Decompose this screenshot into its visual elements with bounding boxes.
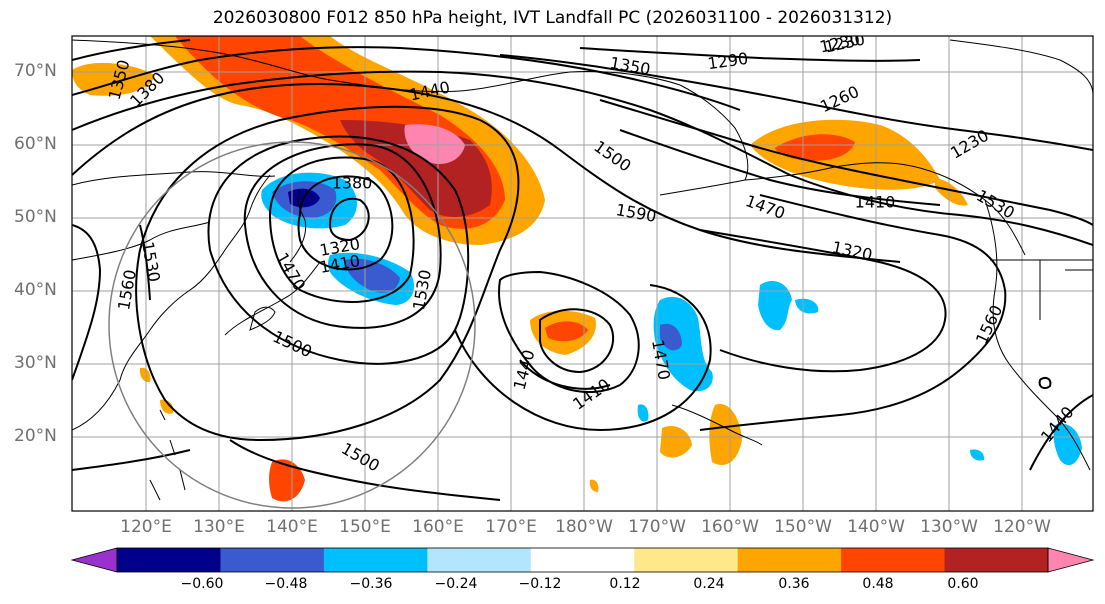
- colorbar-segment: [427, 548, 532, 572]
- lat-label-70n: 70°N: [14, 61, 57, 81]
- colorbar-tick-label: 0.12: [609, 576, 641, 592]
- lon-label-170e: 170°E: [485, 517, 537, 537]
- colorbar-tick-label: −0.48: [264, 576, 308, 592]
- lat-label-20n: 20°N: [14, 426, 57, 446]
- lon-label-170w: 170°W: [628, 517, 686, 537]
- colorbar-segment: [944, 548, 1049, 572]
- colorbar-tick-label: 0.60: [947, 576, 979, 592]
- coastlines: [72, 39, 1093, 501]
- contour-label: 1380: [332, 174, 373, 193]
- height-contours: [72, 39, 1093, 501]
- lon-label-180w: 180°W: [555, 517, 613, 537]
- colorbar-segment: [530, 548, 635, 572]
- colorbar-segment: [737, 548, 842, 572]
- colorbar-extend-max: [1047, 547, 1095, 573]
- lat-label-40n: 40°N: [14, 280, 57, 300]
- colorbar-tick-label: 0.48: [862, 576, 894, 592]
- colorbar-tick-label: 0.24: [693, 576, 725, 592]
- colorbar-extend-min: [70, 547, 118, 573]
- lon-label-120w: 120°W: [993, 517, 1051, 537]
- svg-text:1410: 1410: [855, 193, 896, 212]
- colorbar-tick-label: 0.36: [778, 576, 810, 592]
- colorbar-segment: [634, 548, 739, 572]
- lon-label-130e: 130°E: [193, 517, 245, 537]
- lon-label-160e: 160°E: [412, 517, 464, 537]
- svg-text:1380: 1380: [332, 174, 373, 193]
- colorbar-tick-label: −0.24: [434, 576, 478, 592]
- colorbar-segment: [220, 548, 325, 572]
- colorbar-tick-label: −0.36: [349, 576, 393, 592]
- lat-label-30n: 30°N: [14, 353, 57, 373]
- colorbar-segment: [323, 548, 428, 572]
- lon-label-130w: 130°W: [920, 517, 978, 537]
- lon-label-140e: 140°E: [266, 517, 318, 537]
- colorbar-tick-label: −0.60: [180, 576, 224, 592]
- colorbar: [70, 547, 1095, 573]
- colorbar-segment: [117, 548, 221, 572]
- lon-label-150e: 150°E: [339, 517, 391, 537]
- lon-label-120e: 120°E: [120, 517, 172, 537]
- colorbar-tick-label: −0.12: [518, 576, 562, 592]
- region-circle: [108, 141, 476, 509]
- lon-label-140w: 140°W: [847, 517, 905, 537]
- map-panel: 1230135013801350129012301440126012301500…: [71, 35, 1094, 512]
- map-border: [71, 35, 1094, 512]
- contour-label: 1410: [855, 193, 896, 212]
- map-title: 2026030800 F012 850 hPa height, IVT Land…: [212, 8, 893, 28]
- lon-label-150w: 150°W: [774, 517, 832, 537]
- lon-label-160w: 160°W: [701, 517, 759, 537]
- map-background: [72, 36, 1093, 511]
- lat-label-50n: 50°N: [14, 207, 57, 227]
- colorbar-segment: [841, 548, 946, 572]
- lat-label-60n: 60°N: [14, 134, 57, 154]
